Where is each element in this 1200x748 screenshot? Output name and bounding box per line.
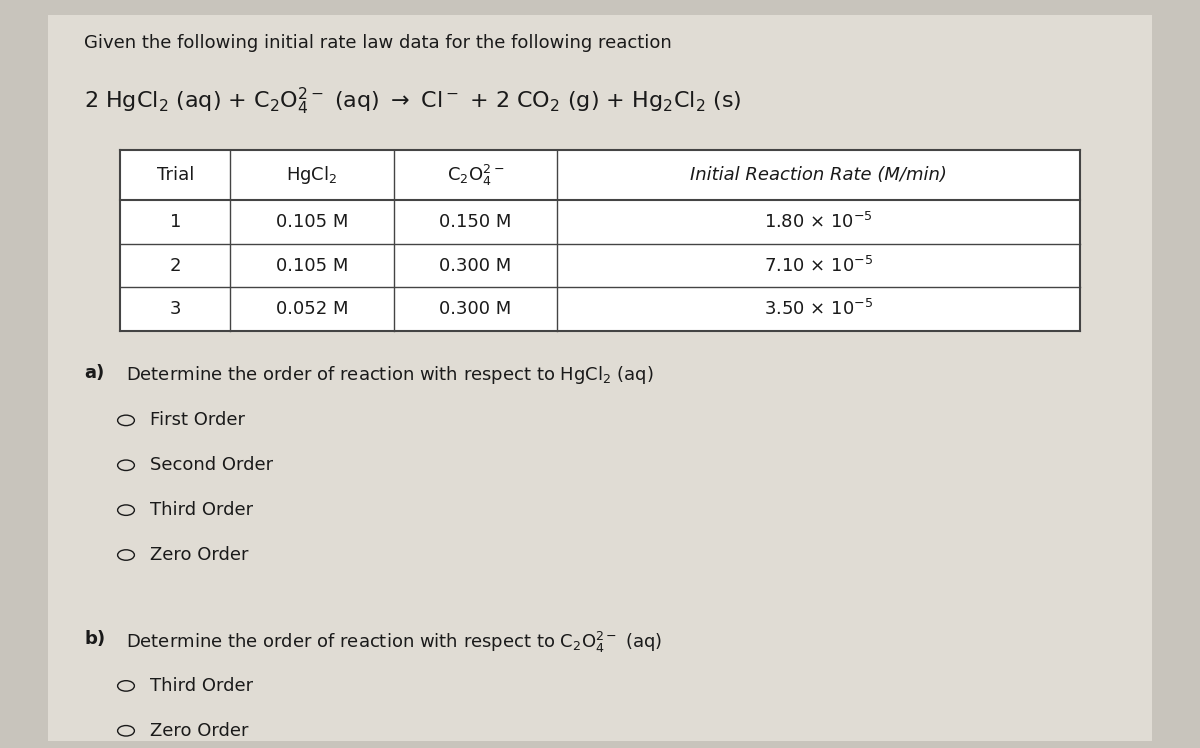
Text: 1.80 $\times$ 10$^{-5}$: 1.80 $\times$ 10$^{-5}$ bbox=[764, 212, 872, 232]
Text: C$_2$O$_4^{2-}$: C$_2$O$_4^{2-}$ bbox=[446, 162, 504, 188]
Bar bbox=[120, 150, 1080, 331]
Text: 3.50 $\times$ 10$^{-5}$: 3.50 $\times$ 10$^{-5}$ bbox=[764, 299, 872, 319]
Text: b): b) bbox=[84, 630, 106, 648]
Text: 0.105 M: 0.105 M bbox=[276, 257, 348, 275]
Text: Given the following initial rate law data for the following reaction: Given the following initial rate law dat… bbox=[84, 34, 672, 52]
Text: Second Order: Second Order bbox=[150, 456, 274, 474]
Text: a): a) bbox=[84, 364, 104, 382]
Text: Initial Reaction Rate (M/min): Initial Reaction Rate (M/min) bbox=[690, 166, 947, 184]
Text: Third Order: Third Order bbox=[150, 501, 253, 519]
Text: First Order: First Order bbox=[150, 411, 245, 429]
Text: Zero Order: Zero Order bbox=[150, 546, 248, 564]
Text: 0.150 M: 0.150 M bbox=[439, 213, 511, 231]
FancyBboxPatch shape bbox=[48, 15, 1152, 741]
Text: 0.300 M: 0.300 M bbox=[439, 300, 511, 318]
Text: Trial: Trial bbox=[156, 166, 194, 184]
Text: Determine the order of reaction with respect to HgCl$_2$ (aq): Determine the order of reaction with res… bbox=[126, 364, 654, 386]
Text: 2: 2 bbox=[169, 257, 181, 275]
Text: HgCl$_2$: HgCl$_2$ bbox=[287, 164, 337, 186]
Text: 0.052 M: 0.052 M bbox=[276, 300, 348, 318]
Text: Third Order: Third Order bbox=[150, 677, 253, 695]
Text: Zero Order: Zero Order bbox=[150, 722, 248, 740]
Text: 7.10 $\times$ 10$^{-5}$: 7.10 $\times$ 10$^{-5}$ bbox=[764, 256, 872, 275]
Text: 3: 3 bbox=[169, 300, 181, 318]
Text: Determine the order of reaction with respect to C$_2$O$_4^{2-}$ (aq): Determine the order of reaction with res… bbox=[126, 630, 662, 655]
Text: 1: 1 bbox=[169, 213, 181, 231]
Text: 2 HgCl$_2$ (aq) + C$_2$O$_4^{2-}$ (aq) $\rightarrow$ Cl$^-$ + 2 CO$_2$ (g) + Hg$: 2 HgCl$_2$ (aq) + C$_2$O$_4^{2-}$ (aq) $… bbox=[84, 86, 742, 117]
Text: 0.105 M: 0.105 M bbox=[276, 213, 348, 231]
Text: 0.300 M: 0.300 M bbox=[439, 257, 511, 275]
